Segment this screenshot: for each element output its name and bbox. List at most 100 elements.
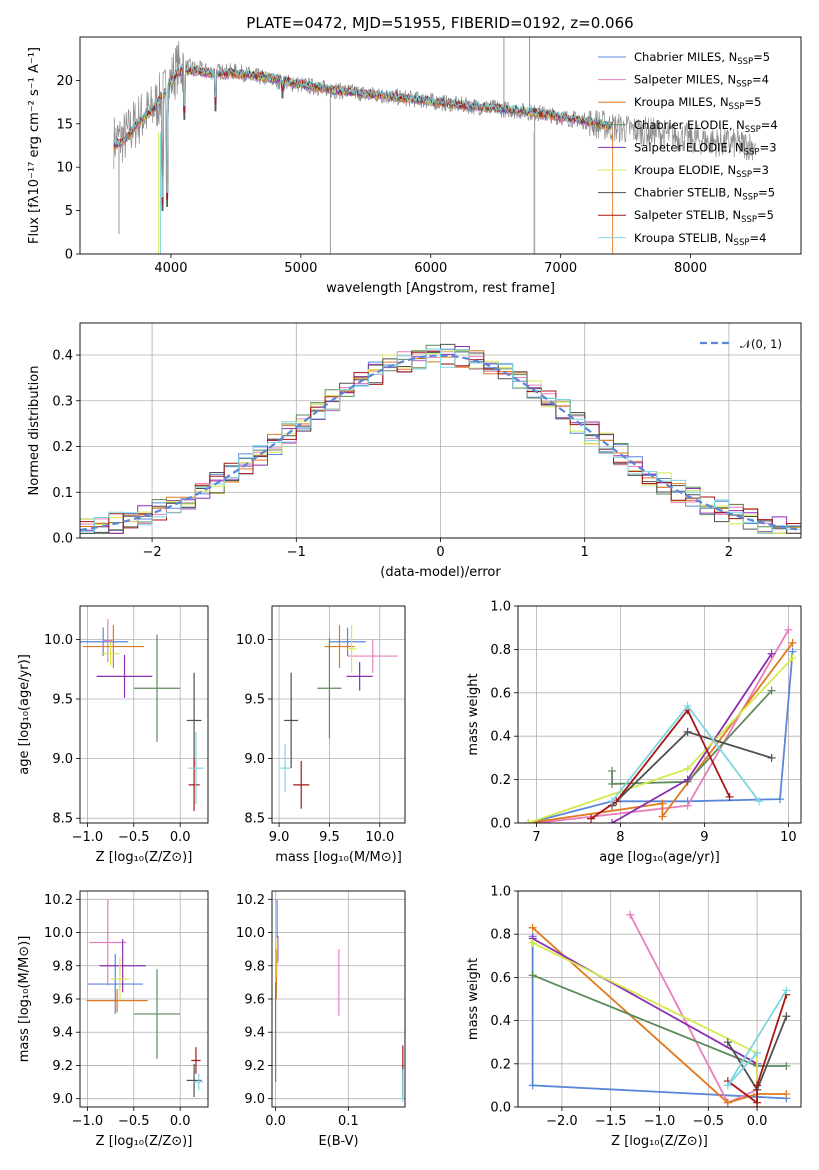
x-axis-label: Z [log₁₀(Z/Z⊙)] — [96, 1134, 193, 1149]
legend-suffix: =5 — [753, 50, 770, 64]
weight-marker — [528, 1081, 537, 1090]
y-tick-label: 9.5 — [52, 693, 73, 708]
weight-marker — [683, 727, 692, 736]
y-tick-label: 9.5 — [244, 693, 265, 708]
legend-subscript: SSP — [737, 57, 753, 67]
axes-frame — [79, 322, 802, 539]
y-tick-label: 9.4 — [52, 1026, 73, 1041]
x-tick-label: 9 — [700, 830, 708, 845]
legend-subscript: SSP — [736, 80, 752, 90]
x-axis-label: age [log₁₀(age/yr)] — [599, 850, 720, 865]
model-spectrum-1 — [113, 67, 613, 205]
axes-frame — [271, 605, 406, 824]
model-spectrum-0 — [113, 68, 613, 212]
x-tick-label: 1 — [581, 545, 589, 560]
y-axis-label: mass weight — [466, 673, 481, 755]
x-tick-label: −2 — [143, 545, 162, 560]
histogram-8 — [80, 348, 801, 534]
y-tick-label: 10.0 — [44, 926, 73, 941]
weight-marker — [767, 686, 776, 695]
y-tick-label: 9.2 — [52, 1059, 73, 1074]
weight-marker — [788, 638, 797, 647]
x-tick-label: 0 — [436, 545, 444, 560]
weight-marker — [776, 795, 785, 804]
axes-frame — [79, 605, 209, 824]
legend-text: Salpeter MILES, N — [634, 73, 736, 87]
weight-marker — [753, 1081, 762, 1090]
weight-marker — [524, 819, 533, 823]
panel-5: −1.0 −0.5 0.0 9.0 9.2 9.4 9.6 9.8 10.0 10.2 Z [log… — [17, 890, 209, 1149]
weight-marker — [723, 1081, 732, 1090]
weight-marker — [683, 775, 692, 784]
weight-marker — [608, 797, 617, 806]
y-tick-label: 8.5 — [244, 812, 265, 827]
y-tick-label: 20 — [56, 74, 73, 89]
weight-marker — [528, 938, 537, 947]
y-tick-label: 0.1 — [52, 486, 73, 501]
x-tick-label: −1.0 — [72, 1114, 104, 1129]
y-tick-label: 15 — [56, 117, 73, 132]
y-tick-label: 0.4 — [490, 730, 511, 745]
plot-area — [86, 899, 204, 1098]
axes-frame — [517, 890, 802, 1108]
weight-marker — [608, 766, 617, 775]
panel-3: 9.0 9.5 10.0 8.5 9.0 9.5 10.0 mass [log₁₀(M/M⊙)… — [236, 605, 406, 865]
legend-entry: Kroupa ELODIE, NSSP=3 — [634, 163, 769, 180]
panel-0: 4000 5000 6000 7000 8000 0 5 10 15 20 wavelength [… — [27, 14, 802, 296]
weight-marker — [626, 910, 635, 919]
y-axis-label: mass weight — [466, 958, 481, 1040]
x-tick-label: 7 — [532, 830, 540, 845]
model-spectrum-5 — [113, 65, 613, 198]
legend-suffix: =5 — [757, 208, 774, 222]
legend-entry: Kroupa MILES, NSSP=5 — [634, 95, 761, 112]
axes-frame — [271, 890, 406, 1108]
legend-text: Kroupa ELODIE, N — [634, 163, 736, 177]
weight-marker — [683, 701, 692, 710]
x-tick-label: −1.0 — [644, 1114, 676, 1129]
panel-1: −2 −1 0 1 2 0.0 0.1 0.2 0.3 0.4 (data-model)/error… — [27, 322, 802, 580]
x-tick-label: −0.5 — [118, 830, 150, 845]
axes-frame — [517, 605, 802, 824]
legend-entry: Chabrier STELIB, NSSP=5 — [634, 186, 775, 203]
weight-marker — [782, 1090, 791, 1099]
weight-marker — [723, 1038, 732, 1047]
legend-entry: Salpeter STELIB, NSSP=5 — [634, 208, 774, 225]
x-tick-label: 0.0 — [747, 1114, 768, 1129]
x-axis-label: Z [log₁₀(Z/Z⊙)] — [96, 850, 193, 865]
x-tick-label: −1.0 — [72, 830, 104, 845]
y-tick-label: 1.0 — [490, 600, 511, 615]
weight-marker — [683, 764, 692, 773]
y-tick-label: 0.6 — [490, 971, 511, 986]
legend-text: Kroupa STELIB, N — [634, 231, 734, 245]
x-tick-label: 9.0 — [269, 830, 290, 845]
legend-suffix: =5 — [758, 186, 775, 200]
y-axis-label: Flux [fλ10⁻¹⁷ erg cm⁻² s⁻¹ A⁻¹] — [27, 47, 42, 244]
legend-suffix: =4 — [761, 118, 778, 132]
x-tick-label: 8000 — [674, 261, 707, 276]
weight-marker — [767, 649, 776, 658]
y-tick-label: 9.0 — [244, 752, 265, 767]
legend-subscript: SSP — [744, 147, 760, 157]
weight-line-0 — [527, 651, 794, 823]
legend-subscript: SSP — [741, 215, 757, 225]
y-tick-label: 9.0 — [52, 752, 73, 767]
y-tick-label: 10.2 — [236, 893, 265, 908]
legend-entry: Kroupa STELIB, NSSP=4 — [634, 231, 766, 248]
y-tick-label: 0 — [65, 248, 73, 263]
y-tick-label: 0.3 — [52, 394, 73, 409]
legend-subscript: SSP — [742, 193, 758, 203]
histogram-6 — [80, 343, 801, 534]
y-tick-label: 10.0 — [236, 633, 265, 648]
weight-marker — [767, 753, 776, 762]
weight-marker — [723, 1098, 732, 1107]
weight-marker — [782, 1061, 791, 1070]
x-tick-label: 6000 — [414, 261, 447, 276]
weight-marker — [725, 792, 734, 801]
legend-entry: Salpeter MILES, NSSP=4 — [634, 73, 769, 90]
plot-area — [80, 343, 801, 534]
weight-line-6 — [611, 730, 772, 807]
plot-area — [524, 625, 797, 823]
y-tick-label: 9.0 — [52, 1092, 73, 1107]
weight-marker — [782, 986, 791, 995]
legend-text: Kroupa MILES, N — [634, 95, 729, 109]
